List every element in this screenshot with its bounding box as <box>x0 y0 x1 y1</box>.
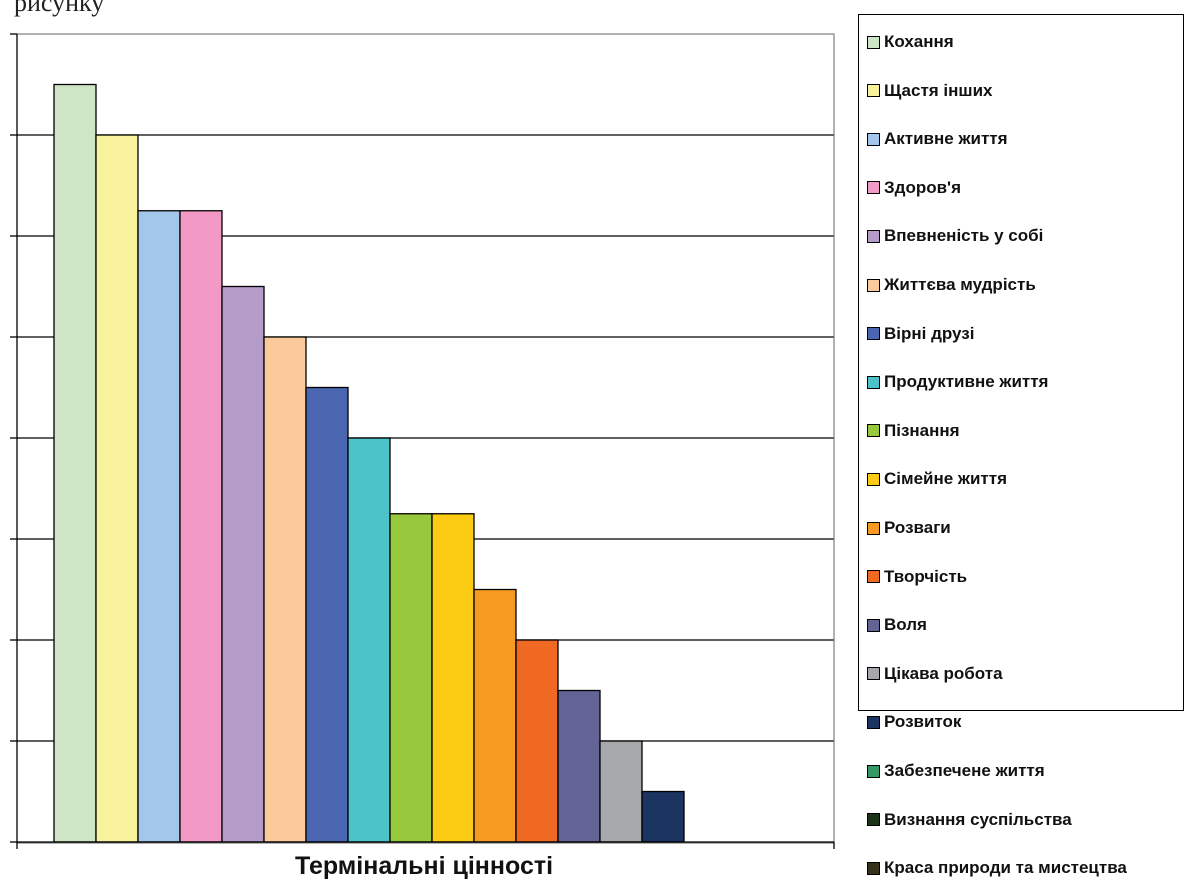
legend-swatch <box>867 667 880 681</box>
page-text-fragment: рисунку <box>14 0 105 17</box>
legend-swatch <box>867 181 880 195</box>
legend-label: Цікава робота <box>884 663 1003 683</box>
legend-label: Розваги <box>884 518 951 537</box>
bar-8 <box>347 437 391 843</box>
legend-swatch <box>867 472 880 486</box>
bar-15 <box>641 790 685 843</box>
legend-swatch <box>867 132 880 146</box>
bar-chart <box>10 33 835 849</box>
legend-swatch <box>867 618 880 632</box>
legend-item: Активне життя <box>867 129 1008 149</box>
legend-swatch <box>867 764 880 778</box>
legend-item: Продуктивне життя <box>867 372 1048 392</box>
legend-swatch <box>867 278 880 292</box>
legend-label: Забезпечене життя <box>884 761 1045 780</box>
legend: Кохання Щастя інших Активне життя Здоров'я В… <box>858 14 1184 877</box>
legend-swatch <box>867 327 880 341</box>
legend-item: Пізнання <box>867 421 960 441</box>
legend-label: Творчість <box>884 566 968 586</box>
bars <box>53 83 685 843</box>
bar-5 <box>221 285 265 843</box>
bar-13 <box>557 689 601 843</box>
bar-6 <box>263 336 307 843</box>
bar-14 <box>599 740 643 843</box>
legend-item: Розваги <box>867 518 951 538</box>
axes <box>10 33 835 849</box>
legend-label: Воля <box>884 615 927 635</box>
bar-11 <box>473 588 517 843</box>
legend-swatch <box>867 570 880 584</box>
legend-item: Цікава робота <box>867 664 1003 684</box>
legend-item: Забезпечене життя <box>867 761 1045 781</box>
legend-swatch <box>867 375 880 389</box>
legend-item: Впевненість у собі <box>867 226 1043 246</box>
legend-label: Пізнання <box>884 420 960 440</box>
bar-2 <box>95 134 139 843</box>
legend-label: Вірні друзі <box>884 323 975 343</box>
legend-item: Вірні друзі <box>867 324 974 344</box>
legend-label: Щастя інших <box>884 80 993 100</box>
legend-label: Сімейне життя <box>884 469 1008 489</box>
legend-item: Щастя інших <box>867 81 992 101</box>
legend-label: Впевненість у собі <box>884 226 1044 246</box>
legend-label: Кохання <box>884 32 954 51</box>
legend-item: Розвиток <box>867 712 961 732</box>
legend-label: Активне життя <box>884 129 1008 149</box>
legend-item: Життєва мудрість <box>867 275 1036 295</box>
x-axis-title: Термінальні цінності <box>294 852 554 880</box>
legend-label: Краса природи та мистецтва <box>884 858 1127 878</box>
legend-item: Краса природи та мистецтва <box>867 858 1127 878</box>
bar-1 <box>53 83 97 843</box>
legend-label: Життєва мудрість <box>884 275 1036 294</box>
legend-swatch <box>867 861 880 875</box>
legend-swatch <box>867 229 880 243</box>
legend-swatch <box>867 424 880 438</box>
legend-swatch <box>867 35 880 49</box>
legend-swatch <box>867 715 880 729</box>
legend-item: Творчість <box>867 567 967 587</box>
legend-item: Кохання <box>867 32 954 52</box>
bar-3 <box>137 210 181 843</box>
legend-label: Продуктивне життя <box>884 372 1049 392</box>
bar-4 <box>179 210 223 843</box>
bar-10 <box>431 513 475 843</box>
legend-label: Визнання суспільства <box>884 809 1072 829</box>
bar-7 <box>305 386 349 843</box>
legend-label: Розвиток <box>884 712 962 732</box>
legend-swatch <box>867 84 880 98</box>
legend-swatch <box>867 521 880 535</box>
legend-item: Воля <box>867 615 927 635</box>
legend-swatch <box>867 813 880 827</box>
bar-9 <box>389 513 433 843</box>
bar-12 <box>515 639 559 843</box>
legend-item: Визнання суспільства <box>867 810 1072 830</box>
legend-label: Здоров'я <box>884 177 962 197</box>
legend-item: Здоров'я <box>867 178 961 198</box>
legend-item: Сімейне життя <box>867 469 1007 489</box>
